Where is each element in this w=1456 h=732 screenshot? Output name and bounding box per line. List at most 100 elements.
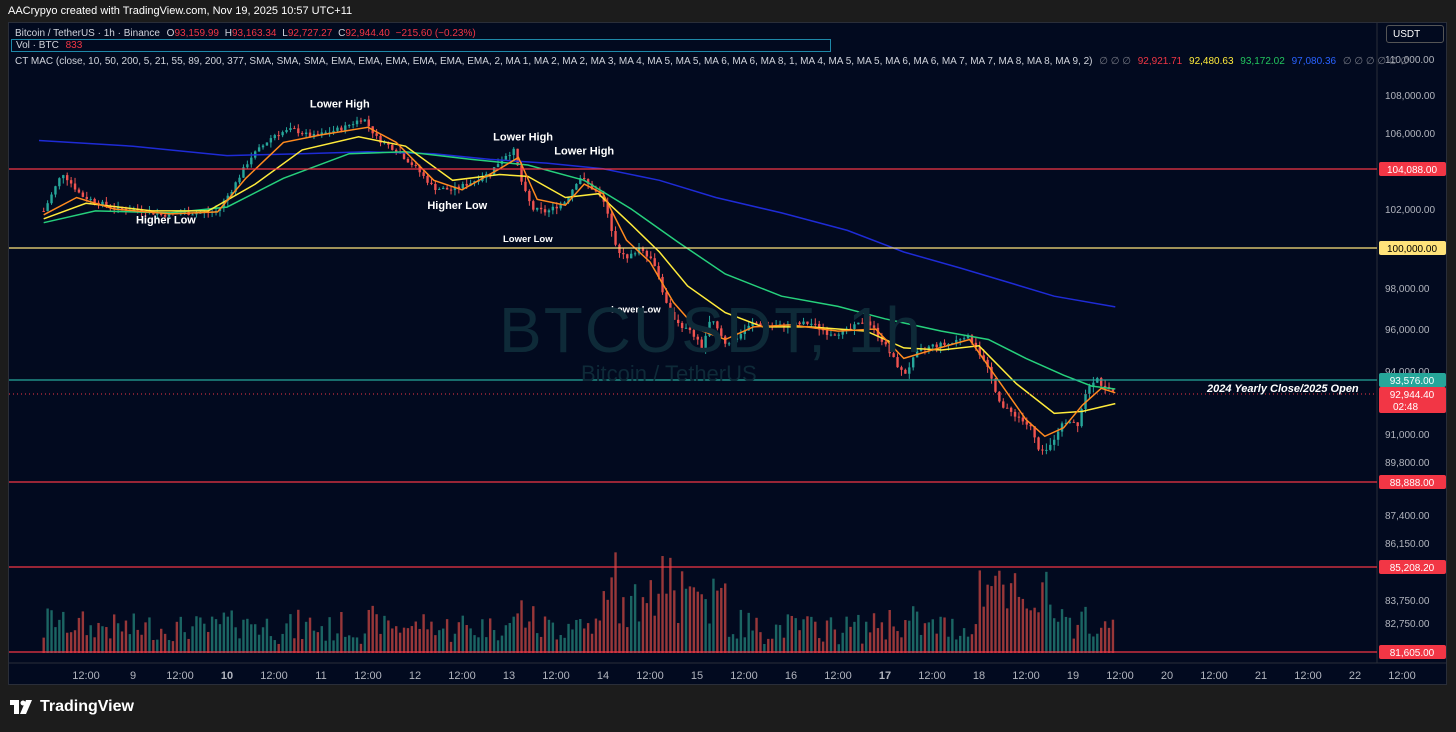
candle-body: [238, 177, 241, 183]
candle-body: [160, 213, 163, 215]
volume-bar: [285, 623, 288, 653]
price-tick-label: 86,150.00: [1385, 539, 1430, 550]
candle-body: [532, 201, 535, 210]
volume-bar: [1092, 636, 1095, 653]
logo-text: TradingView: [40, 698, 134, 715]
volume-bar: [109, 638, 112, 653]
watermark-symbol: BTCUSDT, 1h: [499, 294, 923, 366]
candle-body: [234, 182, 237, 192]
volume-bar: [265, 618, 269, 653]
symbol-legend[interactable]: Bitcoin / TetherUS · 1h · Binance O93,15…: [15, 28, 476, 39]
volume-bar: [771, 638, 774, 653]
volume-bar: [445, 619, 449, 653]
candle-body: [904, 369, 907, 374]
price-tick-label: 87,400.00: [1385, 511, 1430, 522]
candle-body: [1100, 378, 1103, 386]
volume-bar: [297, 609, 300, 653]
volume-bar: [872, 613, 876, 653]
volume-bar: [171, 641, 175, 653]
volume-bar: [794, 618, 797, 653]
volume-bar: [915, 611, 919, 653]
candle-body: [610, 213, 613, 232]
candle-body: [857, 322, 860, 325]
candle-body: [579, 177, 582, 185]
candle-body: [46, 203, 49, 211]
candle-body: [77, 189, 81, 193]
volume-bar: [348, 635, 351, 653]
candle-body: [853, 324, 856, 329]
volume-bar: [226, 616, 229, 653]
candle-body: [1072, 421, 1075, 423]
symbol-name[interactable]: Bitcoin / TetherUS · 1h · Binance: [15, 28, 160, 39]
volume-bar: [54, 627, 57, 653]
candle-body: [794, 322, 797, 326]
volume-bar: [1009, 583, 1013, 653]
volume-bar: [250, 624, 253, 653]
volume-bar: [191, 626, 194, 653]
volume-bar: [555, 639, 558, 653]
time-tick-label: 12:00: [824, 670, 852, 682]
candle-body: [575, 184, 578, 190]
volume-bar: [183, 632, 186, 653]
volume-bar: [101, 626, 104, 653]
candle-body: [1076, 422, 1079, 427]
candle-body: [731, 339, 735, 344]
volume-bar: [438, 630, 441, 653]
price-chart[interactable]: 110,000.00 108,000.00 106,000.00 102,000.00…: [9, 23, 1447, 685]
volume-bar: [935, 633, 938, 653]
volume-bar: [649, 580, 652, 653]
volume-bar: [69, 632, 73, 653]
ohlc-open: 93,159.99: [174, 28, 219, 39]
volume-bar: [375, 614, 378, 653]
volume-bar: [720, 587, 723, 653]
candle-body: [336, 127, 339, 131]
volume-bar: [148, 617, 151, 653]
volume-bar: [774, 624, 778, 653]
candle-body: [998, 391, 1001, 402]
volume-bar: [943, 617, 946, 653]
candle-body: [1049, 444, 1052, 450]
volume-bar: [222, 612, 226, 653]
volume-bar: [849, 626, 852, 653]
candle-body: [226, 195, 229, 201]
chart-pane[interactable]: 110,000.00 108,000.00 106,000.00 102,000.00…: [8, 22, 1447, 685]
ma-line-yellow: [43, 136, 1116, 415]
time-tick-label: 12:00: [542, 670, 570, 682]
volume-bar: [669, 557, 672, 653]
volume-bars: [42, 552, 1115, 653]
candle-body: [563, 202, 566, 205]
volume-bar: [336, 633, 339, 653]
candle-body: [1041, 449, 1044, 451]
currency-button[interactable]: USDT: [1386, 25, 1444, 43]
volume-bar: [818, 638, 821, 653]
candle-body: [743, 330, 746, 335]
candle-body: [89, 198, 92, 200]
ma-value-3: 93,172.02: [1240, 56, 1285, 67]
volume-bar: [994, 575, 997, 653]
indicator-legend[interactable]: CT MAC (close, 10, 50, 200, 5, 21, 55, 8…: [15, 56, 1409, 67]
volume-bar: [418, 628, 421, 653]
volume-bar: [485, 637, 488, 653]
candle-body: [700, 339, 703, 350]
volume-bar: [492, 630, 496, 653]
level-price-tag: [1379, 162, 1446, 176]
volume-bar: [951, 618, 954, 653]
candle-body: [943, 342, 946, 345]
volume-bar: [982, 606, 985, 653]
volume-bar: [332, 640, 335, 653]
volume-bar: [1033, 607, 1036, 653]
candle-body: [406, 158, 410, 163]
yearly-close-caption: 2024 Yearly Close/2025 Open: [1207, 383, 1359, 395]
candle-body: [1006, 407, 1009, 409]
volume-bar: [680, 571, 684, 653]
volume-bar: [414, 621, 417, 653]
volume-bar: [1045, 571, 1048, 653]
candle-body: [669, 302, 672, 312]
volume-bar: [340, 612, 343, 653]
time-tick-label: 12:00: [636, 670, 664, 682]
volume-legend[interactable]: Vol · BTC 833: [11, 39, 831, 52]
candle-body: [304, 132, 308, 135]
candle-body: [496, 164, 500, 168]
candle-body: [85, 196, 88, 200]
volume-bar: [543, 616, 547, 653]
